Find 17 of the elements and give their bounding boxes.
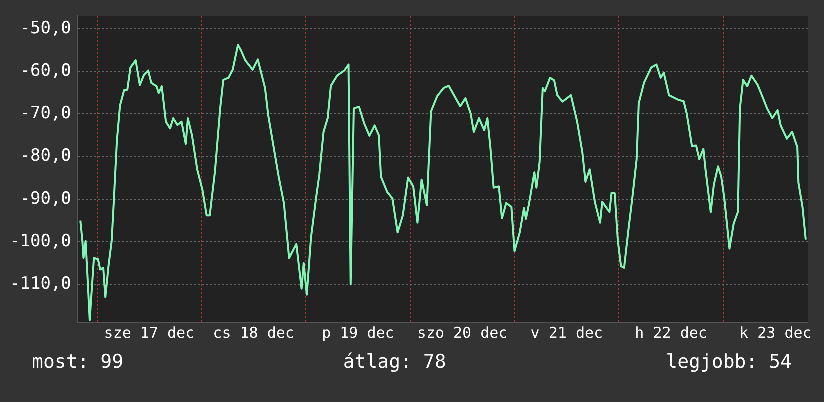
y-tick-label: -100,0: [10, 231, 72, 252]
text: legjobb: 54: [666, 351, 792, 373]
x-tick-label: p 19 dec: [322, 324, 394, 342]
y-tick-label: -60,0: [20, 61, 72, 82]
x-tick-label: cs 18 dec: [213, 324, 294, 342]
x-tick-label: sze 17 dec: [104, 324, 195, 342]
x-tick-label: szo 20 dec: [417, 324, 508, 342]
y-tick-label: -80,0: [20, 146, 72, 166]
x-tick-label: v 21 dec: [530, 324, 604, 342]
x-tick-label: h 22 dec: [635, 324, 708, 342]
x-tick-label: k 23 dec: [740, 324, 812, 342]
y-tick-label: -110,0: [10, 274, 72, 294]
y-tick-label: -50,0: [20, 18, 72, 38]
text: most: 99: [32, 351, 124, 373]
text: átlag: 78: [343, 351, 446, 373]
y-tick-label: -90,0: [20, 188, 72, 209]
y-tick-label: -70,0: [20, 104, 72, 124]
